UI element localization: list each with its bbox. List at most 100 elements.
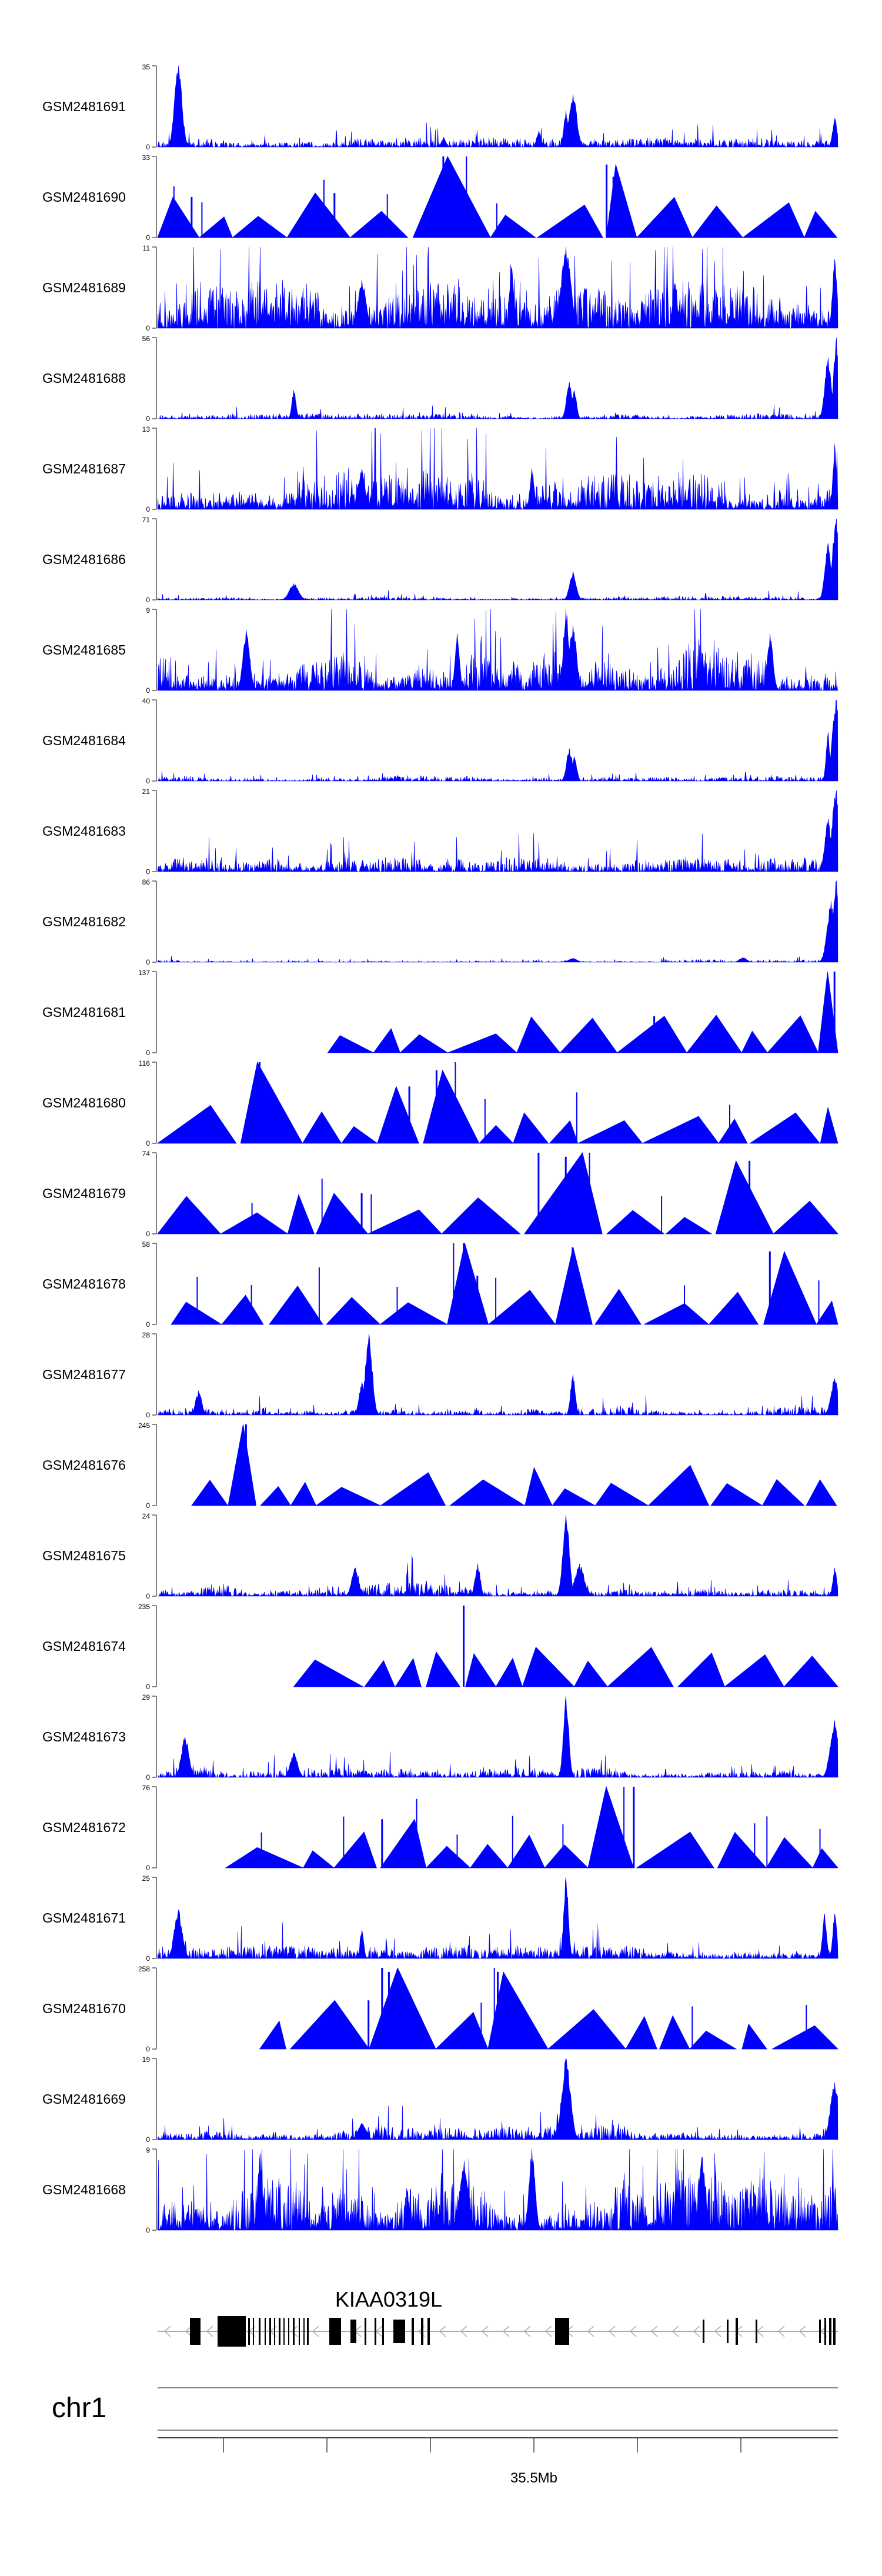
- strand-arrow: [502, 2325, 510, 2337]
- track-label: GSM2481669: [42, 2091, 126, 2107]
- track-ymax-label: 58: [142, 1240, 151, 1249]
- track-ymin-label: 0: [146, 1592, 150, 1600]
- coverage-triangle: [221, 1294, 264, 1325]
- track-label: GSM2481682: [42, 914, 126, 929]
- coverage-triangle: [544, 1844, 589, 1868]
- track-ymin-label: 0: [146, 1864, 150, 1872]
- coverage-triangle: [373, 1028, 401, 1053]
- genome-axis: 35.5Mb: [158, 2437, 838, 2486]
- track-ymin-label: 0: [146, 777, 150, 785]
- gene-exon: [218, 2316, 246, 2347]
- coverage-triangle: [423, 1069, 480, 1144]
- track-ymax-label: 21: [142, 788, 151, 796]
- track-label: GSM2481674: [42, 1639, 126, 1654]
- track-GSM2481688: GSM2481688 56 0: [42, 335, 838, 423]
- coverage-triangle: [157, 1196, 222, 1234]
- coverage-triangle: [554, 1247, 593, 1325]
- coverage-triangle: [198, 216, 233, 238]
- track-label: GSM2481684: [42, 733, 126, 748]
- track-ymin-label: 0: [146, 596, 150, 604]
- track-ymin-label: 0: [146, 1411, 150, 1419]
- coverage-triangle: [607, 1647, 674, 1687]
- coverage-triangle: [715, 1160, 774, 1234]
- track-GSM2481674: GSM2481674 235 0: [42, 1603, 838, 1691]
- track-ymax-label: 71: [142, 516, 151, 524]
- strand-arrow: [799, 2325, 806, 2337]
- coverage-triangle: [377, 1086, 419, 1144]
- coverage-triangle: [435, 2011, 489, 2050]
- coverage-triangle: [636, 196, 693, 238]
- track-GSM2481690: GSM2481690 33 0: [42, 154, 838, 242]
- gene-exon: [727, 2320, 729, 2343]
- track-label: GSM2481672: [42, 1820, 126, 1835]
- track-label: GSM2481670: [42, 2001, 126, 2016]
- coverage-triangle: [689, 2030, 737, 2050]
- track-ymin-label: 0: [146, 2045, 150, 2053]
- coverage-triangle: [240, 1061, 303, 1144]
- track-ymin-label: 0: [146, 324, 150, 332]
- coverage-triangle: [686, 1015, 743, 1053]
- coverage-triangle: [820, 1107, 838, 1144]
- genome-axis-label: 35.5Mb: [510, 2470, 557, 2486]
- coverage-triangle: [642, 1116, 719, 1144]
- chromosome-label: chr1: [52, 2393, 106, 2424]
- track-label: GSM2481688: [42, 371, 126, 386]
- gene-exon: [283, 2318, 285, 2345]
- coverage-triangle: [516, 1016, 561, 1053]
- track-GSM2481670: GSM2481670 258 0: [42, 1965, 838, 2053]
- track-GSM2481678: GSM2481678 58 0: [42, 1240, 838, 1329]
- track-label: GSM2481690: [42, 189, 126, 205]
- coverage-triangle: [767, 1015, 819, 1053]
- genome-axis-ticks: [223, 2438, 741, 2452]
- track-ymin-label: 0: [146, 958, 150, 966]
- coverage-triangle: [536, 204, 603, 238]
- track-ymin-label: 0: [146, 1683, 150, 1691]
- chromosome-ideogram: chr1: [52, 2387, 838, 2431]
- coverage-triangle: [412, 156, 491, 238]
- coverage-triangle: [507, 1834, 546, 1868]
- track-ymin-label: 0: [146, 2135, 150, 2144]
- track-label: GSM2481680: [42, 1095, 126, 1110]
- coverage-triangle: [327, 1035, 374, 1053]
- coverage-triangle: [549, 1120, 579, 1144]
- coverage-triangle: [325, 1297, 381, 1325]
- track-label: GSM2481678: [42, 1276, 126, 1292]
- track-GSM2481679: GSM2481679 74 0: [42, 1150, 838, 1238]
- track-GSM2481680: GSM2481680 116 0: [42, 1059, 838, 1147]
- track-ymax-label: 40: [142, 697, 151, 705]
- coverage-triangle: [191, 1480, 229, 1506]
- track-ymax-label: 25: [142, 1874, 151, 1883]
- track-ymax-label: 13: [142, 425, 151, 433]
- track-label: GSM2481686: [42, 552, 126, 567]
- coverage-triangle: [766, 1837, 814, 1868]
- gene-exon: [736, 2318, 738, 2345]
- track-ymax-label: 29: [142, 1693, 151, 1701]
- coverage-area: [157, 2057, 838, 2141]
- strand-arrow: [439, 2325, 446, 2337]
- track-ymax-label: 74: [142, 1150, 151, 1158]
- strand-arrow: [163, 2325, 171, 2337]
- track-label: GSM2481671: [42, 1910, 126, 1926]
- track-ymax-label: 9: [146, 606, 150, 615]
- coverage-triangle: [513, 1112, 549, 1144]
- track-ymin-label: 0: [146, 1954, 150, 1963]
- track-ymax-label: 245: [138, 1422, 150, 1430]
- gene-exon: [259, 2318, 260, 2345]
- coverage-triangle: [287, 1194, 315, 1234]
- strand-arrow: [693, 2325, 700, 2337]
- strand-arrow: [587, 2325, 594, 2337]
- track-ymax-label: 11: [143, 244, 151, 252]
- track-ymax-label: 33: [142, 154, 151, 162]
- track-GSM2481686: GSM2481686 71 0: [42, 516, 838, 604]
- coverage-triangle: [340, 1126, 379, 1144]
- coverage-area: [157, 790, 838, 873]
- track-GSM2481676: GSM2481676 245 0: [42, 1422, 837, 1510]
- gene-exon: [393, 2320, 405, 2343]
- gene-exon: [350, 2320, 356, 2343]
- coverage-triangle: [293, 1659, 365, 1687]
- track-ymax-label: 86: [142, 878, 151, 886]
- coverage-triangle: [717, 1831, 767, 1868]
- coverage-triangle: [659, 2015, 690, 2050]
- coverage-area: [157, 518, 838, 601]
- track-ymax-label: 28: [142, 1331, 151, 1339]
